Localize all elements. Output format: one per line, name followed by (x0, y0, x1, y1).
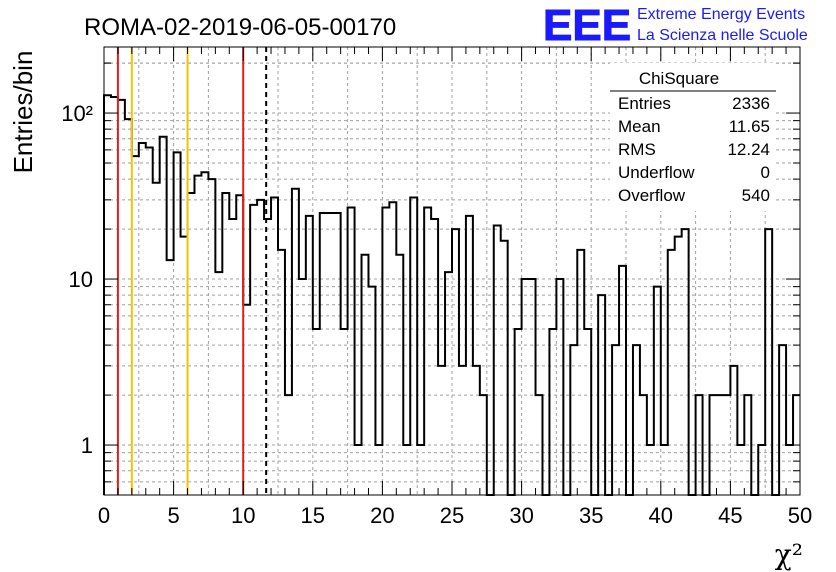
histogram-bin (313, 329, 320, 495)
histogram-bin (654, 287, 661, 495)
axis-ticks (103, 47, 801, 496)
stats-label: Entries (618, 94, 671, 113)
histogram-bin (473, 366, 480, 495)
histogram-bin (522, 279, 529, 495)
eee-logo: EEE (543, 1, 631, 50)
histogram-bin (188, 193, 195, 495)
histogram-bin (264, 219, 271, 495)
x-tick-label: 30 (509, 503, 533, 528)
run-title: ROMA-02-2019-06-05-00170 (84, 14, 396, 41)
histogram-bin (368, 287, 375, 495)
eee-logo-line2: La Scienza nelle Scuole (637, 27, 808, 44)
stats-box: ChiSquare Entries 2336 Mean 11.65 RMS 12.24 Un… (610, 63, 776, 211)
histogram-bin (549, 329, 556, 495)
histogram-bin (556, 279, 563, 495)
x-tick-label: 5 (167, 503, 179, 528)
histogram-bin (139, 143, 146, 495)
histogram-bin (125, 119, 132, 495)
histogram-bin (682, 229, 689, 495)
histogram-bin (222, 193, 229, 495)
histogram-bin (250, 205, 257, 495)
histogram-bin (348, 207, 355, 495)
histogram-bin (341, 329, 348, 495)
histogram-outline (103, 94, 800, 496)
x-tick-label: 25 (440, 503, 464, 528)
x-tick-label: 0 (98, 503, 110, 528)
histogram-bin (584, 329, 591, 495)
histogram-bin (424, 207, 431, 495)
histogram-bin (494, 226, 501, 495)
x-tick-label: 45 (718, 503, 742, 528)
histogram-bin (243, 305, 250, 495)
y-tick-label: 10 (69, 267, 93, 292)
marker-lines (116, 47, 268, 495)
stats-label: Underflow (618, 163, 695, 182)
histogram-bin (633, 345, 640, 495)
histogram-bin (612, 345, 619, 495)
stats-rows: Entries 2336 Mean 11.65 RMS 12.24 Underflow 0 Ov… (618, 94, 770, 205)
y-axis-label: Entries/bin (8, 51, 38, 174)
x-tick-label: 40 (649, 503, 673, 528)
histogram-bin (111, 97, 118, 495)
stats-value: 0 (761, 163, 770, 182)
stats-value: 12.24 (727, 140, 770, 159)
stats-value: 11.65 (729, 117, 770, 136)
histogram-bin (570, 345, 577, 495)
histogram-bin (201, 172, 208, 495)
histogram-bin (292, 189, 299, 495)
histogram-bin (208, 179, 215, 495)
histogram-bin (194, 176, 201, 495)
histogram-bin (118, 100, 125, 495)
stats-label: Mean (618, 117, 661, 136)
histogram-bin (382, 207, 389, 495)
x-tick-label: 15 (301, 503, 325, 528)
stats-label: RMS (618, 140, 656, 159)
y-tick-label: 1 (81, 433, 93, 458)
histogram-bin (730, 366, 737, 495)
histogram-bin (459, 366, 466, 495)
histogram-bin (529, 279, 536, 495)
histogram-bin (229, 219, 236, 495)
histogram-bin (765, 229, 772, 495)
histogram-bin (174, 152, 181, 495)
x-tick-labels: 0 5 10 15 20 25 30 35 40 45 50 (98, 503, 812, 528)
histogram-bin (431, 219, 438, 495)
histogram-bin (452, 229, 459, 495)
histogram-bin (362, 255, 369, 495)
histogram-bin (306, 216, 313, 495)
x-axis-label: χ² (775, 538, 803, 571)
stats-value: 540 (742, 186, 770, 205)
histogram-bin (153, 183, 160, 495)
y-tick-label: 10² (61, 101, 93, 126)
stats-box-bg (610, 63, 776, 211)
histogram-bin (389, 202, 396, 495)
y-tick-labels: 1 10 10² (61, 101, 93, 458)
histogram-bin (299, 279, 306, 495)
histogram-bin (271, 197, 278, 495)
stats-value: 2336 (732, 94, 770, 113)
histogram-bin (257, 200, 264, 495)
x-tick-label: 35 (579, 503, 603, 528)
x-tick-label: 50 (788, 503, 812, 528)
histogram-bin (132, 156, 139, 495)
histogram-bin (396, 255, 403, 495)
x-tick-label: 20 (370, 503, 394, 528)
histogram-bin (410, 197, 417, 495)
histogram-bin (515, 329, 522, 495)
stats-label: Overflow (618, 186, 686, 205)
x-tick-label: 10 (231, 503, 255, 528)
eee-logo-line1: Extreme Energy Events (637, 6, 805, 23)
histogram-bin (779, 345, 786, 495)
histogram-bin (466, 216, 473, 495)
histogram-bin (438, 366, 445, 495)
stats-title: ChiSquare (639, 69, 719, 88)
